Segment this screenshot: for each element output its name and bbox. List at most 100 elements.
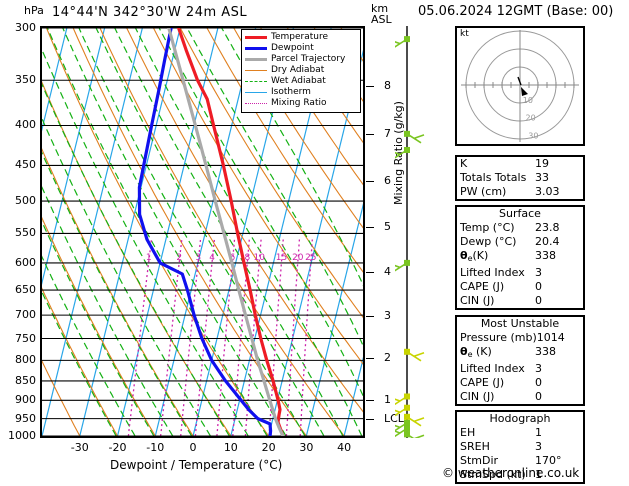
row-label: CAPE (J) [460,280,505,293]
row-value: 3 [535,440,542,453]
legend: Temperature Dewpoint Parcel Trajectory Dry … [241,29,361,113]
svg-text:3: 3 [195,253,201,263]
row-label: Dewp (°C) [460,235,517,248]
x-axis-label: Dewpoint / Temperature (°C) [110,458,283,472]
svg-text:4: 4 [209,253,215,263]
row-value: 0 [535,376,542,389]
hodograph-panel: 10 20 30 [455,26,585,146]
tbl-mu-title: Most Unstable [480,317,560,330]
row-value: 23.8 [535,221,560,234]
hodograph-svg: 10 20 30 [461,30,579,142]
altitude-tick-7: 7 [384,127,391,141]
svg-text:8: 8 [245,253,251,263]
svg-text:20: 20 [292,253,304,263]
legend-item-2: Parcel Trajectory [245,54,357,65]
table-row: CIN (J) 0 [457,390,583,404]
temperature-tick-10: 10 [223,441,238,454]
svg-text:25: 25 [305,253,316,263]
table-row: Lifted Index 3 [457,266,583,280]
row-label: θe (K) [460,345,492,359]
svg-text:2: 2 [176,253,182,263]
legend-label-5: Isotherm [271,87,311,97]
legend-label-2: Parcel Trajectory [271,54,346,64]
altitude-tick-mark-8 [366,85,374,87]
table-row: Temp (°C) 23.8 [457,221,583,235]
row-label: Temp (°C) [460,221,515,234]
row-label: K [460,157,468,170]
table-row: Dewp (°C) 20.4 [457,235,583,249]
table-row: CIN (J) 0 [457,294,583,308]
row-label: SREH [460,440,490,453]
temperature-tick-20: 20 [261,441,276,454]
altitude-asl-label: ASL [371,13,392,26]
legend-swatch-6 [245,103,267,104]
legend-label-1: Dewpoint [271,43,314,53]
svg-text:10: 10 [253,253,265,263]
altitude-tick-mark-3 [366,315,374,317]
temperature-tick-0: 0 [189,441,197,454]
altitude-tick-mark-6 [366,181,374,183]
footer-credit: © weatheronline.co.uk [442,466,580,480]
most-unstable-table: Most Unstable Pressure (mb) 1014 θe (K) 338 L… [455,315,585,406]
tbl-surface-title: Surface [499,207,541,220]
row-value: 3.03 [535,185,560,198]
table-row: θe (K) 338 [457,345,583,362]
altitude-tick-6: 6 [384,174,391,188]
legend-swatch-5 [245,92,267,93]
tbl-hodo-title: Hodograph [489,412,551,425]
table-row: CAPE (J) 0 [457,376,583,390]
row-label: StmSpd (kt) [460,468,526,481]
table-row: SREH 3 [457,440,583,454]
row-value: 338 [535,249,556,262]
row-value: 1 [535,468,542,481]
datetime-header: 05.06.2024 12GMT (Base: 00) [418,4,614,19]
pressure-tick-550: 550 [15,226,36,240]
legend-swatch-0 [245,36,267,39]
pressure-tick-500: 500 [15,194,36,208]
table-row: θe(K) 338 [457,249,583,266]
pressure-tick-400: 400 [15,118,36,132]
altitude-tick-1: 1 [384,392,391,406]
table-row: CAPE (J) 0 [457,280,583,294]
row-label: Lifted Index [460,362,525,375]
svg-text:6: 6 [230,253,236,263]
altitude-tick-mark-5 [366,227,374,229]
pressure-tick-900: 900 [15,393,36,407]
row-label: EH [460,426,476,439]
indices-table: K 19 Totals Totals 33 PW (cm) 3.03 [455,155,585,201]
pressure-tick-950: 950 [15,411,36,425]
altitude-tick-3: 3 [384,308,391,322]
pressure-tick-350: 350 [15,73,36,87]
svg-text:30: 30 [528,131,538,140]
temperature-tick-30: 30 [299,441,314,454]
hodograph-unit-label: kt [460,29,469,39]
row-label: Pressure (mb) [460,331,537,344]
row-label: Lifted Index [460,266,525,279]
row-value: 0 [535,390,542,403]
table-row: Lifted Index 3 [457,362,583,376]
table-row: EH 1 [457,426,583,440]
row-value: 0 [535,280,542,293]
legend-swatch-2 [245,58,267,61]
row-label: StmDir [460,454,499,467]
legend-label-3: Dry Adiabat [271,65,325,75]
row-label: CAPE (J) [460,376,505,389]
row-value: 1014 [536,331,565,344]
row-value: 3 [535,362,542,375]
lcl-tick-mark [366,419,374,421]
svg-text:15: 15 [276,253,287,263]
pressure-unit-label: hPa [24,4,44,17]
altitude-tick-2: 2 [384,351,391,365]
row-value: 19 [535,157,549,170]
altitude-tick-5: 5 [384,220,391,234]
temperature-tick--10: -10 [146,441,165,454]
altitude-tick-mark-4 [366,272,374,274]
row-label: θe(K) [460,249,489,263]
legend-item-6: Mixing Ratio [245,98,357,109]
pressure-tick-1000: 1000 [8,429,36,442]
legend-label-6: Mixing Ratio [271,98,327,108]
pressure-tick-600: 600 [15,255,36,269]
row-value: 20.4 [535,235,560,248]
legend-swatch-3 [245,70,267,71]
pressure-tick-800: 800 [15,353,36,367]
